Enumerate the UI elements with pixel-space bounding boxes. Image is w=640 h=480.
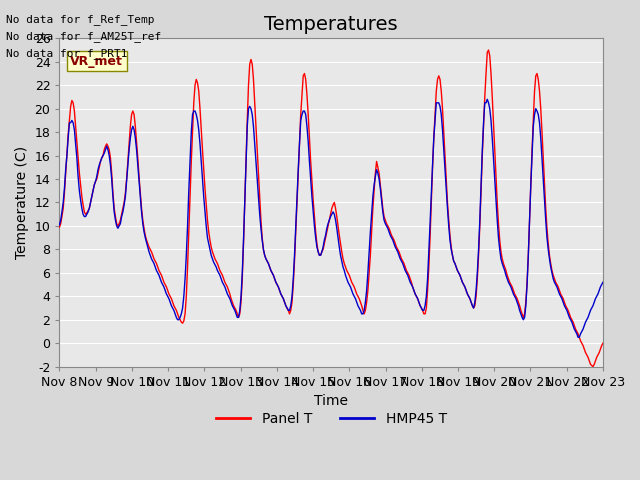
Title: Temperatures: Temperatures: [264, 15, 398, 34]
Text: No data for f_AM25T_ref: No data for f_AM25T_ref: [6, 31, 162, 42]
Y-axis label: Temperature (C): Temperature (C): [15, 146, 29, 259]
Legend: Panel T, HMP45 T: Panel T, HMP45 T: [210, 407, 452, 432]
Text: VR_met: VR_met: [70, 55, 124, 68]
X-axis label: Time: Time: [314, 394, 348, 408]
Text: No data for f_PRT1: No data for f_PRT1: [6, 48, 128, 59]
Text: No data for f_Ref_Temp: No data for f_Ref_Temp: [6, 14, 155, 25]
